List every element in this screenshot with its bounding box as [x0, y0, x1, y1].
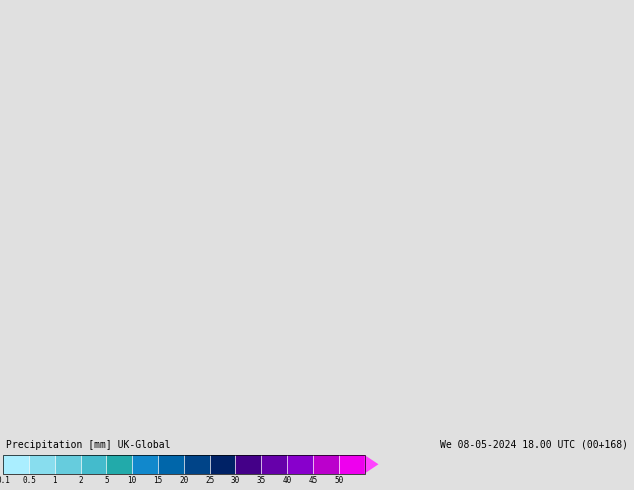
- Text: 30: 30: [231, 476, 240, 485]
- Bar: [184, 455, 210, 473]
- Polygon shape: [365, 455, 378, 473]
- Bar: [235, 455, 261, 473]
- Text: Precipitation [mm] UK-Global: Precipitation [mm] UK-Global: [6, 440, 171, 450]
- Bar: [55, 455, 81, 473]
- Bar: [210, 455, 235, 473]
- Bar: [107, 455, 133, 473]
- Bar: [339, 455, 365, 473]
- Text: 2: 2: [78, 476, 83, 485]
- Text: 15: 15: [153, 476, 163, 485]
- Bar: [133, 455, 158, 473]
- Text: 20: 20: [179, 476, 188, 485]
- Bar: [29, 455, 55, 473]
- Text: 1: 1: [53, 476, 57, 485]
- Text: 50: 50: [334, 476, 344, 485]
- Bar: [261, 455, 287, 473]
- Bar: [3, 455, 29, 473]
- Text: 40: 40: [283, 476, 292, 485]
- Text: 25: 25: [205, 476, 214, 485]
- Bar: [287, 455, 313, 473]
- Text: 10: 10: [127, 476, 137, 485]
- Text: 35: 35: [257, 476, 266, 485]
- Text: 0.1: 0.1: [0, 476, 10, 485]
- Bar: [81, 455, 107, 473]
- Bar: [158, 455, 184, 473]
- Text: 45: 45: [308, 476, 318, 485]
- Text: We 08-05-2024 18.00 UTC (00+168): We 08-05-2024 18.00 UTC (00+168): [439, 440, 628, 450]
- Text: 5: 5: [104, 476, 109, 485]
- Bar: [313, 455, 339, 473]
- Text: 0.5: 0.5: [22, 476, 36, 485]
